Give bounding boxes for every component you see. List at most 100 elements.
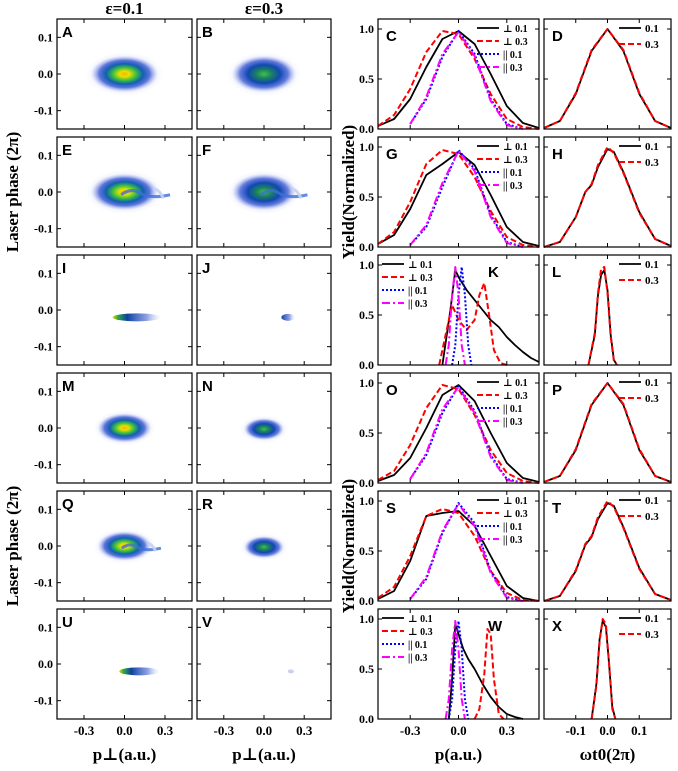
- momentum-S-ytick-label: 0.0: [359, 594, 374, 608]
- heatmap-V-density: [287, 669, 294, 674]
- col-header-eps01: ε=0.1: [105, 0, 143, 18]
- momentum-C-ytick-label: 1.0: [359, 22, 374, 36]
- momentum-W-series-__0_3: [473, 628, 505, 720]
- heatmap-E-ytick-label: 0.0: [38, 185, 53, 199]
- momentum-G-legend-text: || 0.1: [503, 168, 522, 179]
- momentum-W-ytick-label: 0.5: [359, 662, 374, 676]
- ylabel-left-bottom: Laser phase (2π): [3, 486, 22, 606]
- heatmap-Q-swirl: [120, 543, 162, 552]
- heatmap-U-xtick-label: 0.0: [116, 723, 132, 738]
- momentum-W-ytick-label: 0.0: [359, 712, 374, 726]
- time-X-legend-text: 0.1: [645, 613, 659, 625]
- momentum-W-series-___0_1: [447, 620, 470, 720]
- time-H-series-0_3: [543, 146, 672, 248]
- heatmap-A-ytick-label: -0.1: [34, 104, 53, 118]
- momentum-G-series-___0_3: [409, 150, 524, 248]
- momentum-C-series-__0_3: [377, 30, 540, 130]
- heatmap-Q-ytick-label: 0.1: [38, 502, 53, 516]
- momentum-C-legend-text: ⊥ 0.1: [503, 24, 528, 35]
- momentum-K-legend-text: || 0.3: [408, 299, 427, 310]
- momentum-O-ytick-label: 0.5: [359, 426, 374, 440]
- heatmap-M-ytick-label: -0.1: [34, 458, 53, 472]
- time-P-label: P: [552, 382, 562, 399]
- time-H-label: H: [552, 146, 563, 163]
- momentum-K-frame: [377, 254, 540, 366]
- time-H-legend-text: 0.3: [645, 157, 659, 169]
- momentum-O-legend-text: ⊥ 0.1: [503, 378, 528, 389]
- heatmap-U-xtick-label: -0.3: [74, 723, 95, 738]
- momentum-O-legend-text: || 0.3: [503, 417, 522, 428]
- heatmap-M-label: M: [62, 378, 75, 395]
- momentum-C-legend-text: ⊥ 0.3: [503, 37, 528, 48]
- momentum-W-xtick-label: -0.3: [400, 723, 421, 738]
- momentum-C-label: C: [386, 28, 397, 45]
- heatmap-U-ytick-label: 0.0: [38, 657, 53, 671]
- xlabel-col1: p⊥(a.u.): [93, 745, 157, 764]
- time-P-legend-text: 0.1: [645, 377, 659, 389]
- momentum-G-label: G: [386, 146, 398, 163]
- momentum-S-legend-text: ⊥ 0.1: [503, 496, 528, 507]
- momentum-K-legend-text: ⊥ 0.3: [408, 273, 433, 284]
- heatmap-U-ytick-label: 0.1: [38, 620, 53, 634]
- momentum-G-legend-text: ⊥ 0.1: [503, 142, 528, 153]
- momentum-C-ytick-label: 0.5: [359, 72, 374, 86]
- heatmap-E-label: E: [62, 142, 72, 159]
- momentum-K-ytick-label: 0.0: [359, 358, 374, 372]
- time-T-legend-text: 0.1: [645, 495, 659, 507]
- time-D-label: D: [552, 28, 563, 45]
- heatmap-N-density: [243, 418, 285, 441]
- time-L-legend-text: 0.3: [645, 275, 659, 287]
- momentum-S-legend-text: || 0.3: [503, 535, 522, 546]
- heatmap-U-density: [119, 667, 160, 676]
- heatmap-A-label: A: [62, 24, 73, 41]
- momentum-S-series-__0_3: [377, 508, 540, 602]
- xlabel-col3: p(a.u.): [435, 745, 482, 764]
- heatmap-A-ytick-label: 0.1: [38, 30, 53, 44]
- momentum-S-legend-text: || 0.1: [503, 522, 522, 533]
- heatmap-I-ytick-label: 0.1: [38, 266, 53, 280]
- time-L-label: L: [552, 264, 561, 281]
- momentum-C-series-___0_3: [409, 31, 524, 130]
- momentum-O-label: O: [386, 382, 398, 399]
- momentum-S-series-___0_3: [409, 503, 524, 602]
- momentum-S-series-__0_1: [377, 510, 540, 602]
- heatmap-Q-tail: [146, 541, 157, 552]
- xlabel-col4: ωt0(2π): [580, 745, 636, 764]
- heatmap-Q-label: Q: [62, 496, 74, 513]
- momentum-W-label: W: [488, 618, 503, 635]
- momentum-O-series-__0_3: [377, 384, 540, 484]
- momentum-W-legend-text: || 0.3: [408, 653, 427, 664]
- heatmap-M-ytick-label: 0.1: [38, 384, 53, 398]
- heatmap-B-label: B: [202, 24, 213, 41]
- heatmap-E-swirl: [120, 189, 171, 199]
- heatmap-V-frame: [196, 608, 332, 720]
- heatmap-I-ytick-label: 0.0: [38, 303, 53, 317]
- momentum-K-series-___0_3: [444, 266, 466, 366]
- momentum-C-legend-text: || 0.3: [503, 63, 522, 74]
- momentum-W-legend-text: ⊥ 0.1: [408, 614, 433, 625]
- momentum-K-ytick-label: 1.0: [359, 258, 374, 272]
- momentum-S-legend-text: ⊥ 0.3: [503, 509, 528, 520]
- momentum-G-legend-text: ⊥ 0.3: [503, 155, 528, 166]
- time-T-frame: [543, 490, 672, 602]
- momentum-G-ytick-label: 0.5: [359, 190, 374, 204]
- heatmap-U-label: U: [62, 614, 73, 631]
- heatmap-F-swirl: [259, 189, 308, 199]
- momentum-K-legend-text: ⊥ 0.1: [408, 260, 433, 271]
- time-L-series-0_3: [587, 266, 618, 366]
- momentum-W-ytick-label: 1.0: [359, 612, 374, 626]
- heatmap-V-xtick-label: -0.3: [214, 723, 235, 738]
- momentum-K-series-___0_1: [451, 266, 473, 366]
- time-X-label: X: [552, 618, 562, 635]
- momentum-W-xtick-label: 0.0: [450, 723, 466, 738]
- time-X-series-0_1: [590, 620, 617, 720]
- time-L-legend-text: 0.1: [645, 259, 659, 271]
- momentum-O-ytick-label: 0.0: [359, 476, 374, 490]
- time-D-legend-text: 0.1: [645, 23, 659, 35]
- momentum-C-frame: [377, 18, 540, 130]
- ylabel-right-top: Yield(Normalized): [339, 125, 358, 259]
- ylabel-left-top: Laser phase (2π): [3, 132, 22, 252]
- heatmap-I-label: I: [62, 260, 66, 277]
- time-L-frame: [543, 254, 672, 366]
- heatmap-U-ytick-label: -0.1: [34, 694, 53, 708]
